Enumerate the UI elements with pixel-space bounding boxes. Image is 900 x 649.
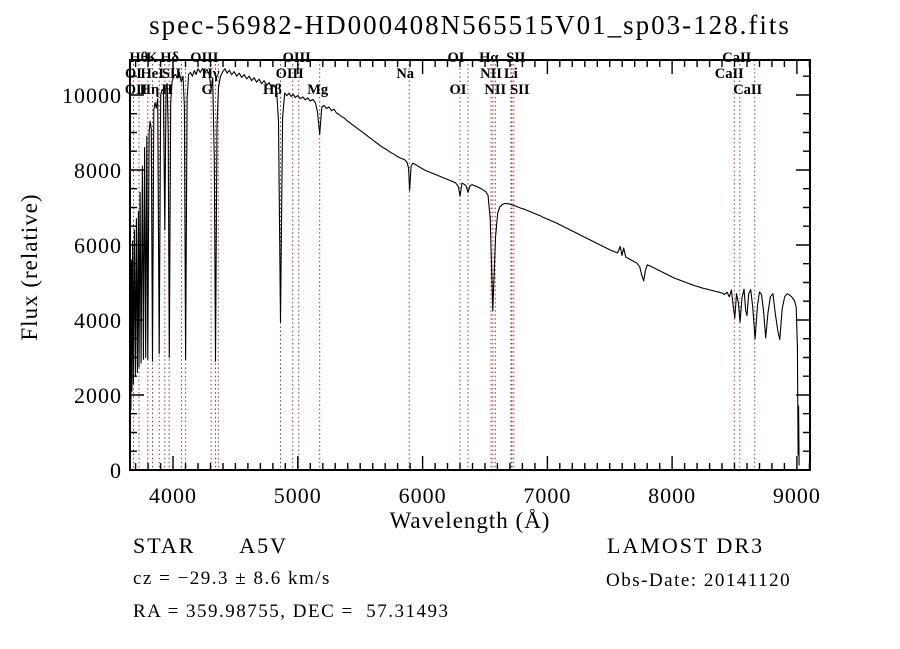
- x-tick-label: 7000: [523, 483, 571, 508]
- x-tick-label: 5000: [274, 483, 322, 508]
- y-tick-label: 10000: [62, 83, 122, 108]
- spectral-line-label: CaII: [733, 82, 762, 98]
- object-class-label: STAR A5V: [133, 533, 289, 558]
- y-tick-label: 4000: [74, 308, 122, 333]
- y-tick-label: 0: [110, 458, 122, 483]
- spectral-line-label: HeI: [141, 66, 165, 82]
- spectral-line-label: Hβ: [263, 82, 282, 98]
- spectral-line-label: NII: [484, 82, 506, 98]
- spectral-line-label: OIII: [190, 50, 219, 66]
- x-tick-label: 4000: [149, 483, 197, 508]
- spectral-line-label: Hθ: [129, 50, 148, 66]
- x-axis-title: Wavelength (Å): [389, 508, 551, 533]
- y-tick-label: 6000: [74, 233, 122, 258]
- spectral-line-label: G: [201, 82, 212, 98]
- spectral-line-markers: [133, 60, 756, 470]
- spectral-line-label: Hα: [479, 50, 498, 66]
- spectral-line-label: Hγ: [201, 66, 219, 82]
- spectral-line-label: OIII: [276, 66, 305, 82]
- x-tick-label: 6000: [399, 483, 447, 508]
- spectrum-line: [130, 68, 800, 466]
- obs-date-label: Obs-Date: 20141120: [606, 570, 792, 591]
- spectral-line-label: OI: [448, 50, 465, 66]
- spectral-line-label: Li: [504, 66, 518, 82]
- ra-dec-label: RA = 359.98755, DEC = 57.31493: [133, 601, 450, 622]
- spectral-line-label: CaII: [722, 50, 751, 66]
- spectral-line-label: SII: [510, 82, 530, 98]
- y-axis-title: Flux (relative): [17, 193, 42, 341]
- spectral-line-label: CaII: [715, 66, 744, 82]
- spectral-line-label: Mg: [307, 82, 329, 98]
- spectral-line-label: Hη: [140, 82, 160, 98]
- cz-value-label: cz = −29.3 ± 8.6 km/s: [133, 568, 331, 589]
- survey-label: LAMOST DR3: [607, 533, 765, 558]
- spectral-line-label: Na: [396, 66, 414, 82]
- plot-title: spec-56982-HD000408N565515V01_sp03-128.f…: [149, 10, 791, 40]
- spectral-line-label: Hδ: [160, 50, 179, 66]
- spectral-line-label: OIII: [283, 50, 312, 66]
- plot-frame: [129, 59, 811, 471]
- spectral-line-label: SII: [506, 50, 526, 66]
- y-tick-label: 2000: [74, 383, 122, 408]
- y-tick-label: 8000: [74, 158, 122, 183]
- spectral-line-label: K: [146, 50, 158, 66]
- x-tick-label: 8000: [648, 483, 696, 508]
- axis-ticks: [130, 60, 811, 471]
- x-tick-label: 9000: [773, 483, 821, 508]
- spectral-line-label: NII: [480, 66, 502, 82]
- spectral-line-label: OI: [450, 82, 467, 98]
- spectral-line-label: SII: [162, 66, 182, 82]
